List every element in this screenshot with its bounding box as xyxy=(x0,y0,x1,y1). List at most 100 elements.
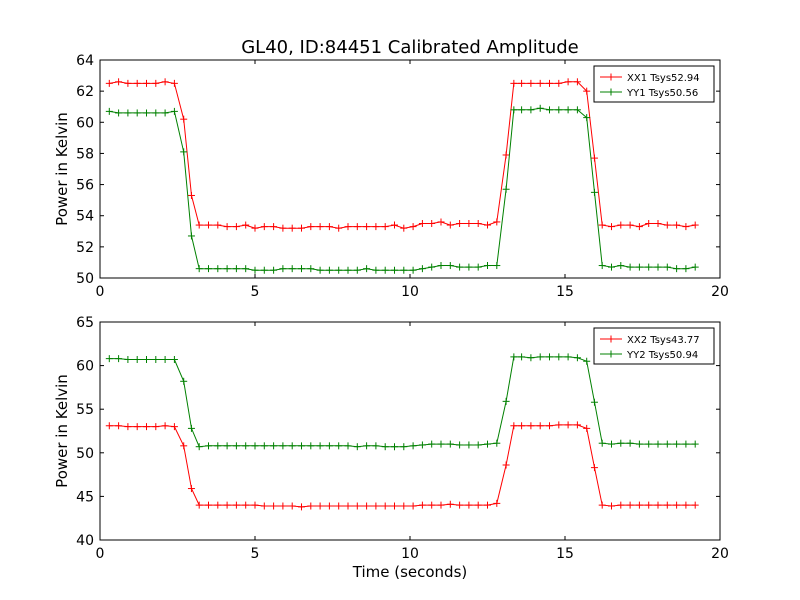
data-point xyxy=(409,502,417,510)
data-point xyxy=(363,442,371,450)
data-point xyxy=(170,355,178,363)
data-point xyxy=(654,501,662,509)
y-tick-label: 50 xyxy=(76,271,94,287)
data-point xyxy=(205,501,212,509)
data-point xyxy=(428,263,436,271)
data-point xyxy=(270,266,278,274)
data-point xyxy=(673,265,681,273)
data-point xyxy=(484,221,491,229)
data-point xyxy=(590,398,598,406)
y-tick-label: 50 xyxy=(76,446,94,462)
data-point xyxy=(428,220,436,227)
data-point xyxy=(152,79,160,87)
data-point xyxy=(223,442,231,450)
y-tick-label: 54 xyxy=(76,209,94,225)
data-point xyxy=(214,442,222,450)
data-point xyxy=(527,354,535,362)
data-point xyxy=(682,501,690,509)
data-point xyxy=(344,266,352,274)
data-point xyxy=(409,442,417,450)
data-point xyxy=(298,503,305,511)
data-point xyxy=(270,442,278,450)
data-point xyxy=(260,442,268,450)
data-point xyxy=(598,439,606,447)
data-point xyxy=(493,218,501,226)
data-point xyxy=(288,502,296,510)
data-point xyxy=(307,223,315,231)
y-tick-label: 56 xyxy=(76,178,94,194)
data-point xyxy=(214,501,222,509)
data-point xyxy=(617,439,625,447)
data-point xyxy=(353,502,361,510)
data-point xyxy=(307,442,315,450)
data-point xyxy=(223,223,231,231)
data-point xyxy=(573,421,581,429)
data-point xyxy=(187,424,195,432)
data-point xyxy=(223,501,231,509)
data-point xyxy=(288,265,296,273)
data-point xyxy=(180,442,188,450)
data-point xyxy=(363,502,371,510)
chart-title: GL40, ID:84451 Calibrated Amplitude xyxy=(241,37,579,58)
data-point xyxy=(493,439,501,447)
data-point xyxy=(635,263,643,271)
data-point xyxy=(518,106,526,114)
x-tick-label: 0 xyxy=(96,284,105,300)
data-point xyxy=(381,502,389,510)
data-point xyxy=(409,223,417,231)
data-point xyxy=(251,224,259,232)
data-point xyxy=(105,107,113,115)
data-point xyxy=(195,221,203,229)
y-tick-label: 65 xyxy=(76,315,94,331)
data-point xyxy=(133,79,141,87)
x-tick-label: 10 xyxy=(401,284,419,300)
data-point xyxy=(400,224,408,232)
data-point xyxy=(335,502,343,510)
data-point xyxy=(232,501,240,509)
data-point xyxy=(279,265,287,273)
legend-entry: XX1 Tsys52.94 xyxy=(600,73,700,84)
data-point xyxy=(626,221,634,229)
data-point xyxy=(654,263,662,271)
data-point xyxy=(270,502,278,510)
x-tick-label: 15 xyxy=(556,284,574,300)
data-point xyxy=(555,353,563,361)
data-point xyxy=(518,353,526,361)
data-point xyxy=(518,79,526,87)
data-point xyxy=(152,355,160,363)
data-point xyxy=(583,424,591,432)
data-point xyxy=(573,354,581,362)
data-point xyxy=(372,502,380,510)
data-point xyxy=(590,464,598,472)
data-point xyxy=(115,78,123,86)
data-point xyxy=(645,501,653,509)
data-point xyxy=(353,223,361,231)
data-point xyxy=(353,266,361,274)
data-point xyxy=(484,262,491,270)
data-point xyxy=(316,223,324,231)
data-point xyxy=(645,440,653,448)
data-point xyxy=(654,440,662,448)
x-tick-label: 20 xyxy=(711,284,729,300)
data-point xyxy=(428,501,436,509)
y-tick-label: 60 xyxy=(76,115,94,131)
legend-label: YY1 Tsys50.56 xyxy=(626,88,698,99)
data-point xyxy=(115,422,123,430)
data-point xyxy=(635,501,643,509)
data-point xyxy=(546,79,553,87)
data-point xyxy=(180,115,188,123)
y-tick-label: 52 xyxy=(76,240,94,256)
data-point xyxy=(335,224,343,232)
data-point xyxy=(617,221,625,229)
data-point xyxy=(590,188,598,196)
data-point xyxy=(381,223,389,231)
data-point xyxy=(536,353,544,361)
data-point xyxy=(474,220,482,227)
data-point xyxy=(418,441,426,449)
data-point xyxy=(409,266,417,274)
data-point xyxy=(691,440,699,448)
data-point xyxy=(161,109,169,117)
data-point xyxy=(645,263,653,271)
data-point xyxy=(493,262,501,270)
data-point xyxy=(474,441,482,449)
